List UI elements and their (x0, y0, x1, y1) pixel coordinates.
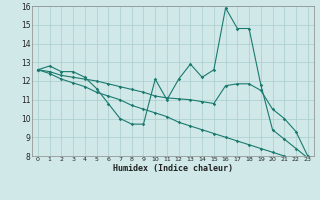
X-axis label: Humidex (Indice chaleur): Humidex (Indice chaleur) (113, 164, 233, 173)
